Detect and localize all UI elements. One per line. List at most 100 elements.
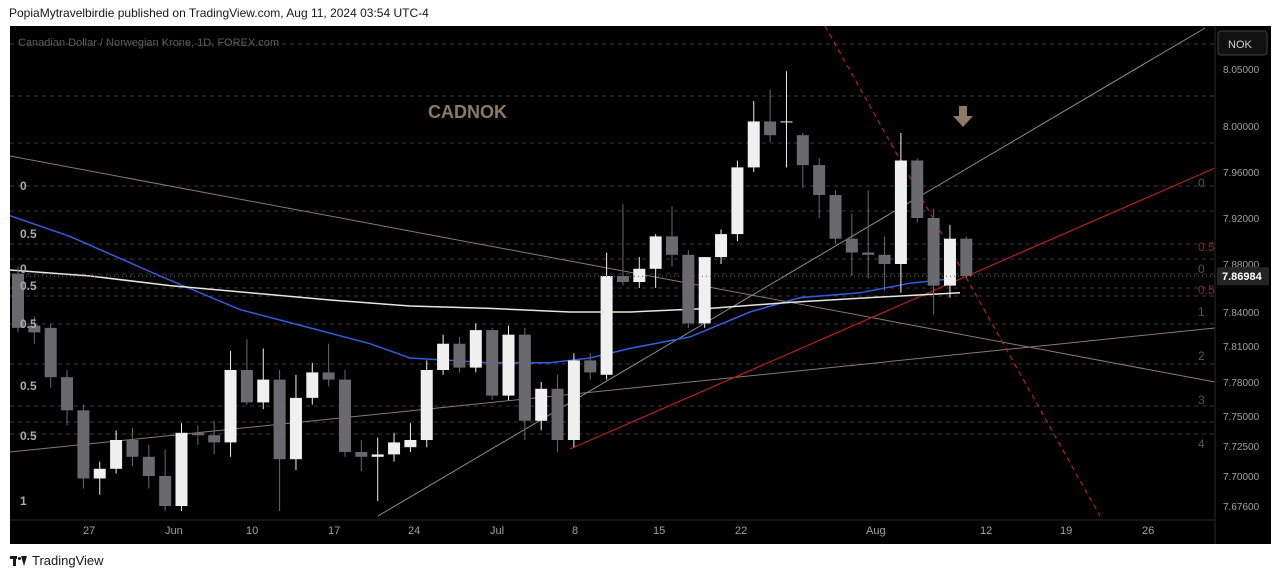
fib-label-left: 0.5 xyxy=(20,317,37,331)
current-price-label: 7.86984 xyxy=(1222,271,1263,283)
candle-body xyxy=(862,252,875,255)
candle xyxy=(567,353,580,448)
candle xyxy=(388,432,401,462)
moving-average-white xyxy=(10,269,961,313)
candle-body xyxy=(437,343,450,370)
candle xyxy=(502,325,515,401)
candle-body xyxy=(77,410,90,479)
candle-body xyxy=(878,254,891,264)
candle xyxy=(355,440,368,472)
candle-body xyxy=(159,476,172,506)
candle xyxy=(796,132,809,189)
red-trend-line xyxy=(569,167,1216,450)
fib-label-left: 0 xyxy=(20,179,27,193)
candle-body xyxy=(715,234,728,258)
candle-body xyxy=(110,440,123,469)
candle xyxy=(486,327,499,401)
candle-body xyxy=(388,442,401,455)
x-tick-label: 24 xyxy=(408,525,420,537)
chart-area[interactable]: 0 0.5 0 0.5 0.5 0.5 0.5 1 0 0.5 0 0.5 1 2 3 4 Canadian D… xyxy=(10,26,1271,544)
candle xyxy=(208,420,221,455)
candle xyxy=(224,350,237,457)
candle-body xyxy=(633,268,646,282)
x-tick-label: 19 xyxy=(1060,525,1072,537)
candle xyxy=(469,323,482,373)
candle xyxy=(159,449,172,511)
candle xyxy=(731,160,744,241)
candle-body xyxy=(960,238,973,276)
candle xyxy=(273,370,286,511)
candle xyxy=(829,190,842,244)
candle-body xyxy=(257,379,270,403)
candle-body xyxy=(780,121,793,123)
candle xyxy=(878,236,891,291)
fib-label-left: 0.5 xyxy=(20,227,37,241)
candle-body xyxy=(61,377,74,411)
fib-label-right: 4 xyxy=(1198,437,1205,451)
candle-body xyxy=(616,276,629,282)
candle-body xyxy=(682,254,695,324)
x-tick-label: Jun xyxy=(165,525,183,537)
fib-label-left: 0.5 xyxy=(20,279,37,293)
candle xyxy=(535,382,548,431)
candle-body xyxy=(208,435,221,443)
candle xyxy=(339,370,351,457)
candle-body xyxy=(894,160,907,264)
candle xyxy=(518,327,531,440)
candle-body xyxy=(731,167,744,235)
candle xyxy=(12,266,24,333)
candle xyxy=(845,213,858,276)
y-tick-label: 7.72500 xyxy=(1223,442,1260,453)
fib-label-right: 1 xyxy=(1198,305,1205,319)
publisher-line: PopiaMytravelbirdie published on Trading… xyxy=(9,6,429,20)
candle-body xyxy=(584,360,597,373)
x-tick-label: Aug xyxy=(866,525,886,537)
candle xyxy=(813,158,826,218)
candle-body xyxy=(813,165,826,195)
candle-body xyxy=(796,135,809,166)
y-tick-label: 7.92000 xyxy=(1223,214,1260,225)
candle xyxy=(551,374,564,452)
down-arrow-icon xyxy=(953,106,973,127)
candle-body xyxy=(829,195,842,239)
y-tick-label: 7.88000 xyxy=(1223,260,1260,271)
candle xyxy=(666,206,678,267)
currency-badge xyxy=(1217,30,1268,56)
candle-body xyxy=(469,330,482,368)
candle-body xyxy=(420,370,433,440)
candle xyxy=(747,100,760,172)
candle xyxy=(649,234,662,288)
fib-label-right: 3 xyxy=(1198,393,1205,407)
x-tick-label: 10 xyxy=(246,525,258,537)
candle-body xyxy=(486,330,499,396)
candle-body xyxy=(518,334,531,421)
currency-label: NOK xyxy=(1228,39,1253,51)
current-price-tag xyxy=(1217,267,1269,286)
candle xyxy=(240,339,253,405)
candle xyxy=(764,89,777,143)
candle-body xyxy=(551,388,564,440)
candle-body xyxy=(927,218,940,286)
y-tick-label: 7.75000 xyxy=(1223,412,1260,423)
fib-label-left: 0.5 xyxy=(20,379,37,393)
fib-label-right: 2 xyxy=(1198,349,1205,363)
candle-body xyxy=(191,432,204,436)
candle-body xyxy=(93,468,106,479)
candle-body xyxy=(911,160,924,218)
candle xyxy=(126,428,139,467)
candle xyxy=(862,190,875,279)
tradingview-logo[interactable]: TradingView xyxy=(10,553,104,568)
candle xyxy=(404,423,417,452)
candle-body xyxy=(322,372,335,380)
tradingview-brand-text: TradingView xyxy=(32,553,104,568)
y-tick-label: 7.96000 xyxy=(1223,168,1260,179)
x-tick-label: 8 xyxy=(572,525,578,537)
y-tick-label: 7.81000 xyxy=(1223,342,1260,353)
candle-body xyxy=(289,397,302,460)
x-tick-label: 22 xyxy=(735,525,747,537)
candle xyxy=(633,257,646,288)
candle xyxy=(142,444,155,489)
y-tick-label: 7.84000 xyxy=(1223,308,1260,319)
y-tick-label: 8.05000 xyxy=(1223,65,1260,76)
